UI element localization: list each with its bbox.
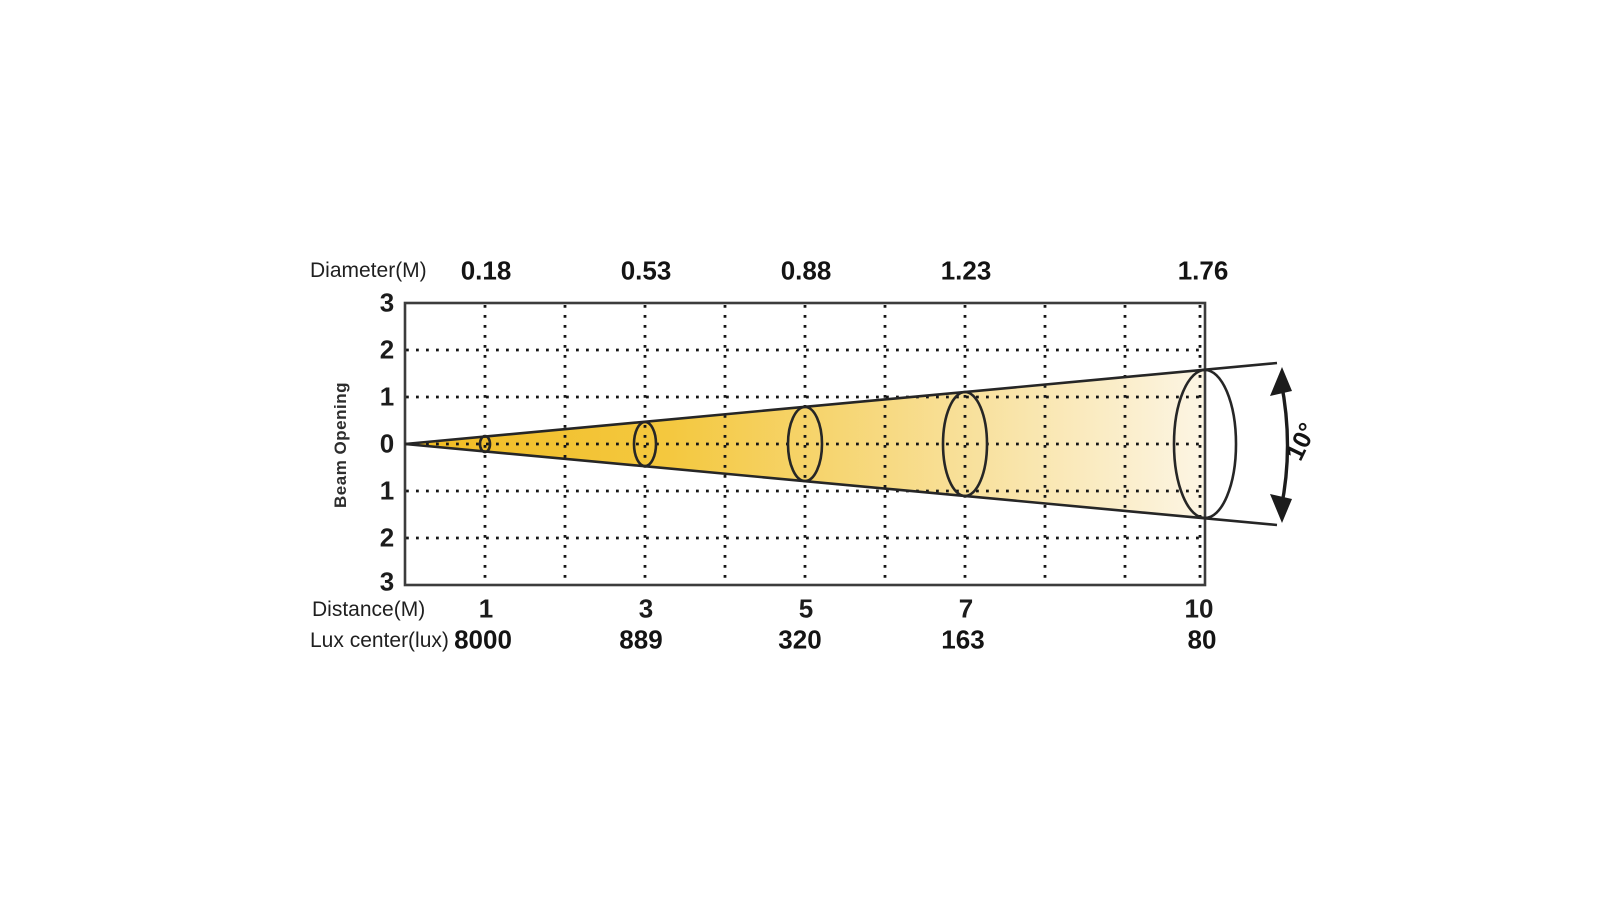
distance-tick: 3 bbox=[638, 593, 654, 624]
diameter-value: 0.53 bbox=[620, 255, 672, 286]
y-tick: 3 bbox=[379, 566, 395, 597]
y-tick: 2 bbox=[379, 334, 395, 365]
diameter-value: 1.23 bbox=[940, 255, 992, 286]
y-tick: 2 bbox=[379, 522, 395, 553]
distance-tick: 10 bbox=[1184, 593, 1214, 624]
distance-tick: 5 bbox=[798, 593, 814, 624]
beam-edge-top bbox=[404, 361, 1278, 446]
lux-row-label: Lux center(lux) bbox=[310, 629, 449, 652]
lux-value: 80 bbox=[1187, 624, 1217, 655]
diameter-value: 0.18 bbox=[460, 255, 512, 286]
arrowhead-up bbox=[1270, 367, 1292, 396]
diameter-value: 0.88 bbox=[780, 255, 832, 286]
lux-value: 320 bbox=[778, 624, 822, 655]
y-tick: 0 bbox=[379, 428, 395, 459]
angle-arc-arrow bbox=[1270, 367, 1292, 523]
y-tick: 1 bbox=[379, 381, 395, 412]
beam-fill bbox=[405, 370, 1205, 518]
lux-value: 8000 bbox=[454, 624, 512, 655]
lux-value: 889 bbox=[619, 624, 663, 655]
y-axis-label: Beam Opening bbox=[331, 382, 350, 508]
beam-edges bbox=[404, 361, 1278, 527]
diameter-value: 1.76 bbox=[1177, 255, 1229, 286]
distance-tick: 7 bbox=[958, 593, 974, 624]
distance-tick: 1 bbox=[478, 593, 494, 624]
grid-dotted bbox=[406, 305, 1204, 584]
arrowhead-down bbox=[1270, 494, 1292, 523]
y-tick: 3 bbox=[379, 287, 395, 318]
lux-value: 163 bbox=[941, 624, 985, 655]
distance-row-label: Distance(M) bbox=[312, 598, 426, 621]
y-tick: 1 bbox=[379, 475, 395, 506]
diameter-row-label: Diameter(M) bbox=[310, 259, 427, 282]
beam-edge-bottom bbox=[404, 442, 1278, 527]
